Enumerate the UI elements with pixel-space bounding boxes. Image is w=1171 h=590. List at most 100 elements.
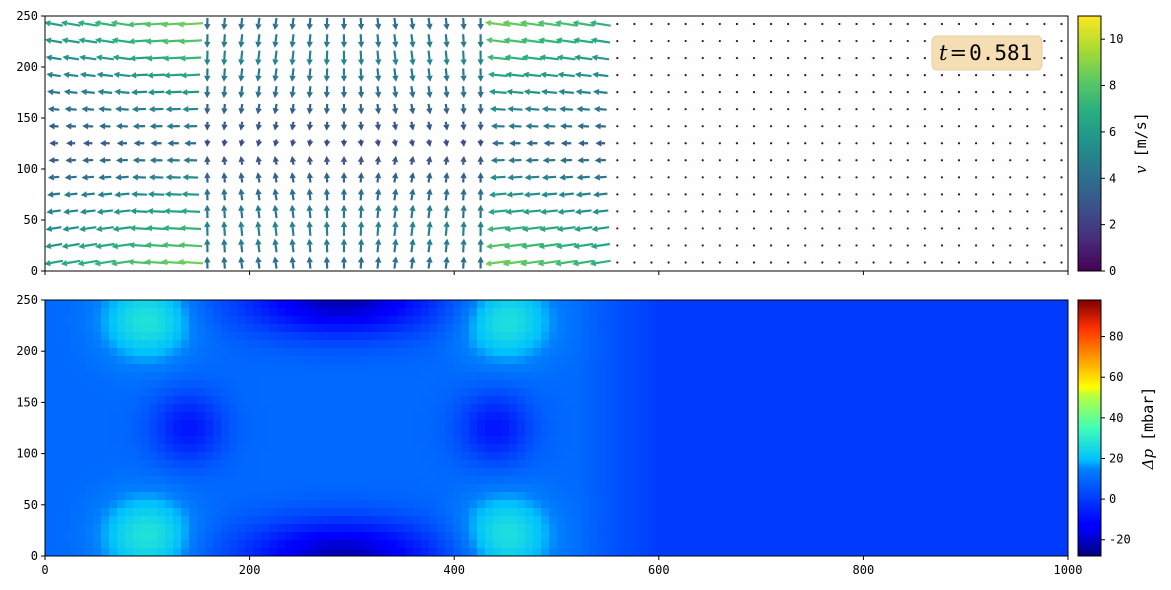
pressure-cell bbox=[605, 548, 614, 556]
pressure-cell bbox=[309, 516, 318, 525]
pressure-cell bbox=[293, 332, 302, 341]
pressure-cell bbox=[213, 364, 222, 373]
pressure-cell bbox=[61, 452, 70, 461]
pressure-cell bbox=[237, 516, 246, 525]
pressure-cell bbox=[829, 356, 838, 365]
pressure-cell bbox=[1045, 532, 1054, 541]
pressure-cell bbox=[181, 532, 190, 541]
pressure-cell bbox=[837, 412, 846, 421]
pressure-cell bbox=[205, 332, 214, 341]
pressure-cell bbox=[805, 356, 814, 365]
pressure-cell bbox=[941, 532, 950, 541]
velocity-arrow bbox=[838, 159, 841, 162]
pressure-cell bbox=[1013, 468, 1022, 477]
pressure-cell bbox=[677, 348, 686, 357]
pressure-cell bbox=[61, 500, 70, 509]
pressure-cell bbox=[1021, 484, 1030, 493]
pressure-cell bbox=[557, 356, 566, 365]
pressure-cell bbox=[357, 452, 366, 461]
pressure-cell bbox=[181, 412, 190, 421]
pressure-cell bbox=[109, 436, 118, 445]
velocity-arrow bbox=[178, 241, 203, 249]
pressure-cell bbox=[325, 380, 334, 389]
pressure-cell bbox=[741, 428, 750, 437]
pressure-cell bbox=[1021, 492, 1030, 501]
pressure-cell bbox=[141, 324, 150, 333]
pressure-cell bbox=[741, 436, 750, 445]
pressure-cell bbox=[581, 420, 590, 429]
pressure-cell bbox=[533, 396, 542, 405]
pressure-cell bbox=[61, 492, 70, 501]
pressure-cell bbox=[813, 452, 822, 461]
pressure-cell bbox=[341, 372, 350, 381]
pressure-cell bbox=[1053, 356, 1062, 365]
pressure-cell bbox=[781, 380, 790, 389]
pressure-cell bbox=[1029, 484, 1038, 493]
pressure-cell bbox=[845, 540, 854, 549]
pressure-cell bbox=[253, 548, 262, 556]
pressure-cell bbox=[573, 300, 582, 309]
pressure-cell bbox=[1021, 300, 1030, 309]
pressure-cell bbox=[221, 476, 230, 485]
pressure-cell bbox=[645, 356, 654, 365]
pressure-cell bbox=[509, 300, 518, 309]
pressure-cell bbox=[1013, 484, 1022, 493]
pressure-cell bbox=[885, 364, 894, 373]
pressure-cell bbox=[525, 452, 534, 461]
pressure-cell bbox=[117, 348, 126, 357]
pressure-cell bbox=[301, 396, 310, 405]
pressure-cell bbox=[861, 300, 870, 309]
pressure-cell bbox=[309, 348, 318, 357]
pressure-cell bbox=[365, 388, 374, 397]
pressure-cell bbox=[589, 364, 598, 373]
pressure-cell bbox=[765, 444, 774, 453]
pressure-cell bbox=[685, 396, 694, 405]
pressure-cell bbox=[845, 420, 854, 429]
velocity-arrow bbox=[684, 39, 687, 43]
pressure-cell bbox=[293, 444, 302, 453]
pressure-cell bbox=[461, 444, 470, 453]
pressure-cell bbox=[221, 516, 230, 525]
pressure-cell bbox=[325, 332, 334, 341]
pressure-cell bbox=[261, 324, 270, 333]
pressure-cell bbox=[501, 396, 510, 405]
pressure-cell bbox=[685, 308, 694, 317]
pressure-cell bbox=[101, 404, 110, 413]
pressure-cell bbox=[565, 444, 574, 453]
pressure-cell bbox=[989, 524, 998, 533]
pressure-cell bbox=[517, 324, 526, 333]
pressure-cell bbox=[581, 524, 590, 533]
pressure-cell bbox=[205, 540, 214, 549]
velocity-arrow bbox=[616, 22, 619, 26]
y-tick-label: 100 bbox=[16, 162, 38, 176]
pressure-cell bbox=[77, 540, 86, 549]
pressure-cell bbox=[381, 452, 390, 461]
pressure-cell bbox=[677, 412, 686, 421]
pressure-cell bbox=[301, 308, 310, 317]
pressure-cell bbox=[973, 476, 982, 485]
pressure-cell bbox=[509, 308, 518, 317]
pressure-cell bbox=[981, 452, 990, 461]
pressure-cell bbox=[557, 340, 566, 349]
pressure-cell bbox=[1045, 348, 1054, 357]
pressure-cell bbox=[501, 516, 510, 525]
pressure-cell bbox=[205, 428, 214, 437]
pressure-cell bbox=[1045, 492, 1054, 501]
velocity-arrow bbox=[221, 86, 228, 99]
pressure-cell bbox=[245, 524, 254, 533]
pressure-cell bbox=[1045, 508, 1054, 517]
pressure-cell bbox=[101, 388, 110, 397]
pressure-cell bbox=[245, 324, 254, 333]
pressure-cell bbox=[957, 452, 966, 461]
velocity-arrow bbox=[650, 227, 653, 230]
pressure-cell bbox=[613, 324, 622, 333]
pressure-cell bbox=[501, 404, 510, 413]
pressure-cell bbox=[581, 308, 590, 317]
velocity-arrow bbox=[255, 204, 262, 219]
pressure-cell bbox=[301, 348, 310, 357]
pressure-cell bbox=[141, 540, 150, 549]
pressure-cell bbox=[237, 532, 246, 541]
velocity-arrow bbox=[992, 91, 995, 94]
pressure-cell bbox=[573, 388, 582, 397]
